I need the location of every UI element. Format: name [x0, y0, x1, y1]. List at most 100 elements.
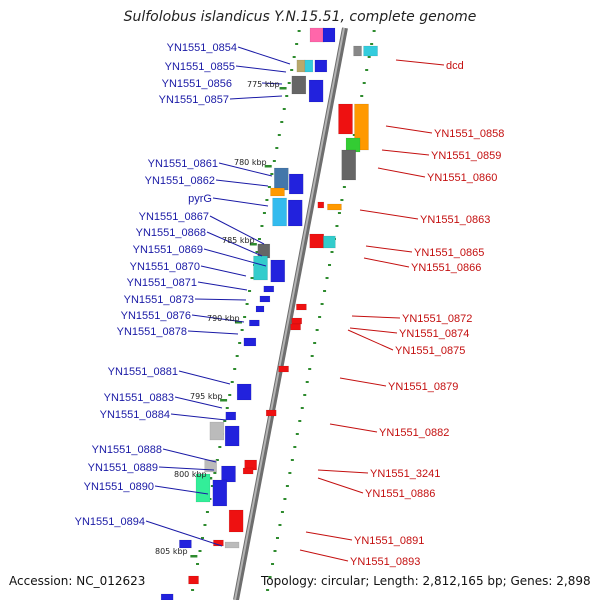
gene-feature	[249, 319, 260, 327]
topology-text: Topology: circular; Length: 2,812,165 bp…	[261, 574, 591, 588]
track-dot	[275, 147, 279, 149]
track-dot	[277, 134, 281, 136]
track-dot	[275, 537, 279, 539]
tick-label: 790 kbp	[207, 314, 240, 323]
track-dot	[233, 368, 237, 370]
track-dot	[225, 407, 229, 409]
leader-line	[158, 466, 215, 471]
leader-line	[359, 209, 419, 220]
gene-label: YN1551_0879	[388, 381, 458, 393]
track-dot	[310, 355, 314, 357]
leader-line	[261, 82, 283, 85]
leader-line	[215, 179, 269, 187]
gene-feature	[270, 187, 285, 197]
leader-line	[178, 370, 231, 385]
gene-feature	[327, 203, 342, 211]
leader-line	[305, 531, 353, 541]
leader-line	[200, 265, 247, 277]
track-dot	[213, 472, 217, 474]
tick-label: 800 kbp	[174, 470, 207, 479]
map-title: Sulfolobus islandicus Y.N.15.51, complet…	[123, 9, 477, 25]
tick-label: 795 kbp	[190, 392, 223, 401]
gene-label: YN1551_0854	[167, 42, 237, 54]
tick-mark	[279, 87, 287, 90]
track-dot	[293, 446, 297, 448]
gene-label: YN1551_3241	[370, 468, 440, 480]
gene-label: YN1551_0862	[145, 175, 215, 187]
track-dot	[315, 329, 319, 331]
gene-feature	[179, 539, 192, 549]
track-dot	[290, 69, 294, 71]
track-dot	[360, 95, 364, 97]
track-dot	[287, 82, 291, 84]
track-dot	[340, 199, 344, 201]
track-dot	[210, 485, 214, 487]
track-dot	[255, 251, 259, 253]
gene-label: YN1551_0856	[162, 78, 232, 90]
track-dot	[370, 43, 374, 45]
gene-label: YN1551_0890	[84, 481, 154, 493]
leader-line	[347, 329, 394, 351]
gene-label: YN1551_0858	[434, 128, 504, 140]
track-dot	[337, 212, 341, 214]
leader-line	[317, 469, 369, 474]
leader-line	[212, 197, 269, 207]
gene-label: YN1551_0876	[121, 310, 191, 322]
gene-features	[160, 27, 378, 600]
leader-line	[349, 327, 398, 334]
gene-feature	[353, 45, 362, 57]
track-dot	[295, 43, 299, 45]
gene-label: YN1551_0869	[133, 244, 203, 256]
gene-feature	[278, 365, 289, 373]
track-dot	[280, 511, 284, 513]
gene-feature	[296, 59, 306, 73]
leader-line	[191, 314, 245, 323]
gene-feature	[212, 479, 228, 507]
gene-feature	[160, 593, 174, 600]
gene-label: YN1551_0878	[117, 326, 187, 338]
gene-feature	[195, 473, 211, 503]
gene-feature	[265, 409, 277, 417]
track-dot	[191, 589, 195, 591]
track-dot	[283, 498, 287, 500]
track-dot	[282, 108, 286, 110]
leader-line	[197, 281, 248, 291]
track-dot	[323, 290, 327, 292]
leader-line	[218, 162, 273, 177]
gene-label: YN1551_0888	[92, 444, 162, 456]
tick-label: 805 kbp	[155, 547, 188, 556]
track-dot	[270, 173, 274, 175]
gene-label: YN1551_0893	[350, 556, 420, 568]
gene-feature	[304, 59, 314, 73]
gene-label: YN1551_0882	[379, 427, 449, 439]
track-dot	[266, 589, 270, 591]
track-dot	[305, 381, 309, 383]
gene-label: YN1551_0874	[399, 328, 469, 340]
leader-line	[363, 257, 410, 268]
gene-feature	[209, 421, 225, 441]
gene-feature	[288, 173, 304, 195]
tick-mark	[220, 399, 228, 402]
track-dot	[215, 459, 219, 461]
track-dot	[295, 433, 299, 435]
gene-feature	[270, 259, 286, 283]
gene-label: YN1551_0873	[124, 294, 194, 306]
gene-feature	[287, 199, 303, 227]
leader-line	[206, 231, 263, 257]
track-dot	[320, 303, 324, 305]
gene-feature	[255, 305, 265, 313]
track-dot	[260, 225, 264, 227]
gene-feature	[309, 233, 324, 249]
gene-label: YN1551_0881	[108, 366, 178, 378]
tick-label: 780 kbp	[234, 158, 267, 167]
track-dot	[203, 524, 207, 526]
gene-feature	[242, 467, 254, 475]
gene-feature	[236, 383, 252, 401]
gene-feature	[188, 575, 199, 585]
track-dot	[297, 30, 301, 32]
track-dot	[313, 342, 317, 344]
gene-feature	[323, 235, 336, 249]
gene-label: YN1551_0872	[402, 313, 472, 325]
gene-feature	[228, 509, 244, 533]
gene-label: YN1551_0875	[395, 345, 465, 357]
